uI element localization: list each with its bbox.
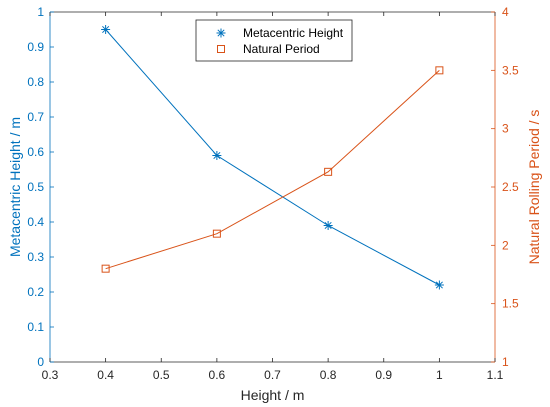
data-point-natural-period	[435, 66, 444, 75]
left-tick-label: 0.8	[27, 75, 44, 89]
right-tick-label: 2	[502, 238, 509, 252]
left-axis-label: Metacentric Height / m	[7, 117, 23, 257]
x-axis-label: Height / m	[241, 387, 305, 403]
x-tick-label: 0.6	[209, 368, 226, 382]
series-layer	[101, 25, 444, 290]
x-tick-label: 1	[436, 368, 443, 382]
right-tick-label: 3	[502, 122, 509, 136]
data-point-natural-period	[324, 167, 333, 176]
left-tick-label: 0	[37, 355, 44, 369]
legend-box	[195, 19, 353, 62]
left-tick-label: 0.4	[27, 215, 44, 229]
x-tick-label: 0.5	[153, 368, 170, 382]
legend-marker-metacentric-height	[216, 28, 226, 38]
x-tick-label: 1.1	[487, 368, 504, 382]
left-tick-label: 0.9	[27, 40, 44, 54]
right-axis-label: Natural Rolling Period / s	[526, 110, 542, 265]
x-tick-label: 0.4	[97, 368, 114, 382]
left-tick-label: 0.5	[27, 180, 44, 194]
right-tick-label: 4	[502, 5, 509, 19]
axes: 0.3 0.4 0.5 0.6 0.7 0.8 0.9 1 1.100.10.20.30.40.…	[7, 5, 542, 403]
legend-item-metacentric-height: Metacentric Height	[216, 26, 344, 40]
data-point-metacentric-height	[101, 25, 111, 34]
data-point-natural-period	[101, 264, 110, 273]
right-tick-label: 2.5	[502, 180, 519, 194]
data-point-metacentric-height	[434, 280, 444, 290]
x-tick-label: 0.7	[264, 368, 281, 382]
data-point-metacentric-height-stroke	[435, 281, 443, 289]
legend-marker-natural-period	[217, 45, 225, 53]
data-point-metacentric-height	[212, 151, 222, 160]
data-point-natural-period	[212, 229, 221, 238]
right-tick-label: 3.5	[502, 63, 519, 77]
right-tick-label: 1.5	[502, 297, 519, 311]
data-point-metacentric-height-stroke	[213, 151, 221, 160]
legend-label-natural-period: Natural Period	[243, 42, 320, 56]
series-line-natural-period	[105, 69, 440, 270]
left-tick-label: 0.2	[27, 285, 44, 299]
x-tick-label: 0.3	[42, 368, 59, 382]
data-point-metacentric-height	[323, 221, 333, 230]
left-tick-label: 0.1	[27, 320, 44, 334]
right-tick-label: 1	[502, 355, 509, 369]
legend-item-natural-period: Natural Period	[217, 42, 320, 56]
left-tick-label: 1	[37, 5, 44, 19]
data-point-metacentric-height-stroke	[324, 221, 332, 230]
left-tick-label: 0.3	[27, 250, 44, 264]
series-line-metacentric-height	[105, 29, 440, 286]
legend-marker-metacentric-height-stroke	[217, 29, 225, 37]
legend-label-metacentric-height: Metacentric Height	[243, 26, 344, 40]
left-tick-label: 0.7	[27, 110, 44, 124]
x-tick-label: 0.9	[375, 368, 392, 382]
legend: Metacentric Height Natural Period	[195, 19, 353, 62]
left-tick-label: 0.6	[27, 145, 44, 159]
x-tick-label: 0.8	[320, 368, 337, 382]
data-point-metacentric-height-stroke	[102, 25, 110, 34]
